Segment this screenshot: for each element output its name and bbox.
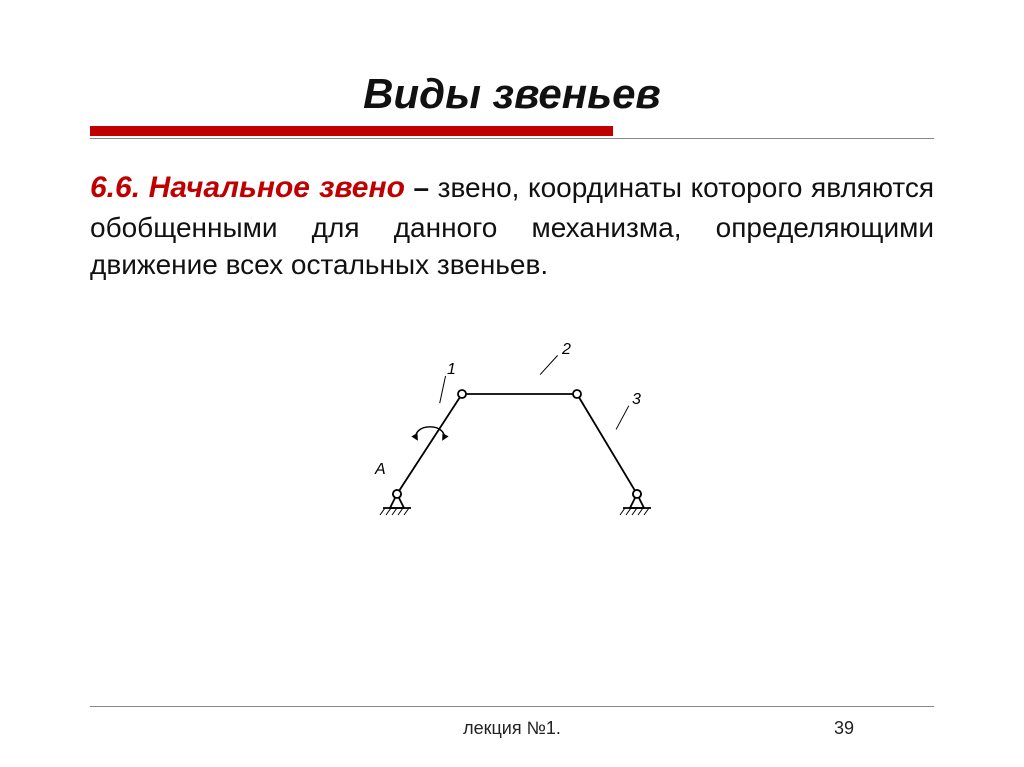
page-number: 39 [834, 718, 854, 739]
dash: – [414, 172, 430, 203]
section-number: 6.6. [90, 171, 140, 204]
mechanism-diagram: 1 2 3 A [342, 324, 682, 524]
title-rule-red [90, 126, 613, 136]
svg-text:1: 1 [447, 361, 456, 378]
footer-rule [90, 706, 934, 707]
svg-text:2: 2 [561, 341, 571, 358]
term: Начальное звено [149, 171, 405, 204]
svg-text:3: 3 [632, 391, 641, 408]
svg-text:A: A [374, 461, 386, 478]
title-rule-thin [90, 138, 934, 139]
slide-title: Виды звеньев [90, 70, 934, 118]
footer-lecture-label: лекция №1. [0, 718, 1024, 739]
definition-paragraph: 6.6. Начальное звено – звено, координаты… [90, 168, 934, 284]
title-rule [90, 126, 934, 140]
slide: Виды звеньев 6.6. Начальное звено – звен… [0, 0, 1024, 767]
